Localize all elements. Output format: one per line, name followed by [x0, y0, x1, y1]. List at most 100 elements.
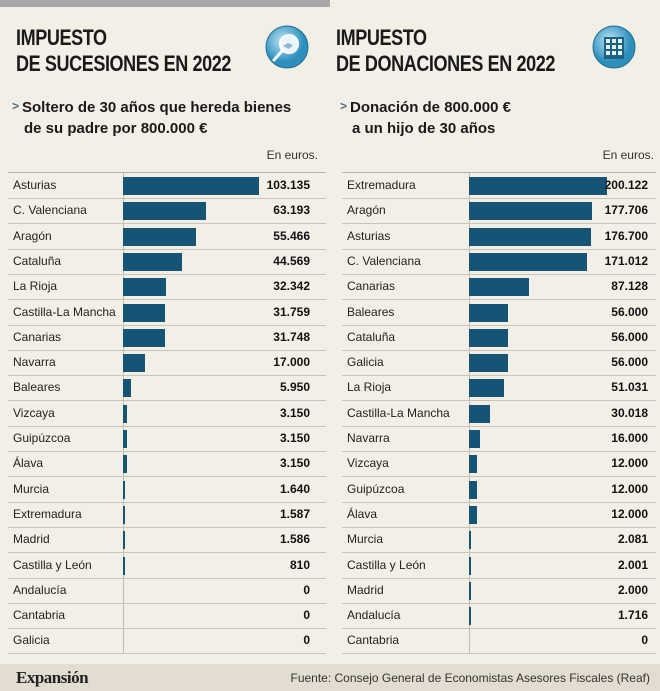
region-label: Baleares: [13, 380, 61, 395]
bar: [469, 227, 591, 246]
table-row: Castilla-La Mancha 31.759: [8, 300, 326, 326]
value-label: 1.716: [617, 608, 648, 623]
sucesiones-subtitle: > Soltero de 30 años que hereda bienes de…: [12, 96, 291, 139]
region-label: Vizcaya: [13, 405, 55, 420]
table-row: Vizcaya 12.000: [342, 451, 656, 478]
region-label: Murcia: [347, 532, 384, 547]
value-label: 12.000: [611, 481, 648, 496]
region-label: Álava: [13, 456, 44, 471]
bar: [123, 531, 126, 550]
bar: [469, 354, 508, 373]
table-row: C. Valenciana 63.193: [8, 198, 326, 225]
value-label: 0: [303, 582, 310, 597]
region-label: Navarra: [347, 431, 390, 445]
chevron-right-icon: >: [340, 99, 348, 113]
bar: [123, 505, 126, 524]
bar: [123, 328, 165, 347]
value-label: 12.000: [611, 506, 648, 521]
donaciones-unit-label: En euros.: [602, 148, 654, 162]
sucesiones-title-line-1: IMPUESTO: [16, 25, 107, 50]
value-label: 1.586: [279, 532, 310, 547]
building-icon: [592, 25, 636, 69]
table-row: Aragón 55.466: [8, 224, 326, 250]
table-row: Aragón 177.706: [342, 198, 656, 225]
region-label: Guipúzcoa: [13, 431, 71, 445]
sucesiones-title-line-2: DE SUCESIONES EN 2022: [16, 51, 231, 76]
value-label: 12.000: [611, 456, 648, 471]
region-label: C. Valenciana: [347, 253, 421, 268]
region-label: Cantabria: [13, 608, 66, 623]
value-label: 171.012: [604, 253, 648, 268]
bar: [469, 581, 471, 600]
region-label: Castilla y León: [347, 557, 426, 572]
value-label: 5.950: [279, 380, 310, 395]
bar: [469, 328, 508, 347]
bar: [123, 252, 182, 271]
value-label: 3.150: [279, 431, 310, 445]
value-label: 176.700: [604, 228, 648, 243]
value-label: 30.018: [611, 405, 648, 420]
value-label: 0: [303, 633, 310, 648]
table-row: Guipúzcoa 12.000: [342, 477, 656, 503]
brand-logo: Expansión: [16, 668, 89, 687]
value-label: 0: [303, 608, 310, 623]
sucesiones-subtitle-line-1: Soltero de 30 años que hereda bienes: [22, 99, 292, 116]
bar: [469, 379, 505, 398]
table-row: Castilla-La Mancha 30.018: [342, 401, 656, 427]
region-label: Galicia: [347, 355, 384, 370]
bar: [469, 430, 481, 448]
value-label: 32.342: [273, 279, 310, 294]
table-row: Madrid 1.586: [8, 527, 326, 554]
bar: [123, 556, 125, 575]
sucesiones-title: IMPUESTO DE SUCESIONES EN 2022: [16, 25, 231, 77]
value-label: 2.081: [617, 532, 648, 547]
region-label: Extremadura: [13, 506, 82, 521]
region-label: Andalucía: [13, 582, 67, 597]
value-label: 56.000: [611, 329, 648, 344]
donaciones-subtitle-line-2: a un hijo de 30 años: [352, 120, 496, 137]
value-label: 17.000: [273, 355, 310, 370]
table-row: Cantabria 0: [342, 628, 656, 655]
table-row: Asturias 176.700: [342, 224, 656, 250]
region-label: Asturias: [347, 228, 391, 243]
bar: [469, 404, 490, 423]
donaciones-chart: Extremadura 200.122 Aragón 177.706 Asturias 1…: [342, 172, 656, 655]
top-accent-bar: [0, 0, 330, 7]
value-label: 51.031: [611, 380, 648, 395]
value-label: 3.150: [279, 456, 310, 471]
value-label: 55.466: [273, 228, 310, 243]
table-row: Andalucía 1.716: [342, 603, 656, 630]
region-label: Canarias: [347, 279, 396, 294]
bar: [123, 379, 131, 398]
region-label: Castilla-La Mancha: [13, 304, 116, 319]
value-label: 1.587: [279, 506, 310, 521]
table-row: Navarra 16.000: [342, 426, 656, 452]
table-row: La Rioja 32.342: [8, 274, 326, 301]
table-row: Álava 12.000: [342, 502, 656, 528]
value-label: 103.135: [266, 178, 310, 192]
region-label: Cataluña: [347, 329, 396, 344]
region-label: Canarias: [13, 329, 62, 344]
value-label: 16.000: [611, 431, 648, 445]
region-label: Andalucía: [347, 608, 401, 623]
region-label: Extremadura: [347, 178, 416, 192]
table-row: Cantabria 0: [8, 603, 326, 630]
bar: [469, 505, 478, 524]
table-row: Andalucía 0: [8, 578, 326, 604]
region-label: C. Valenciana: [13, 203, 87, 218]
sucesiones-chart: Asturias 103.135 C. Valenciana 63.193 Aragón…: [8, 172, 326, 655]
region-label: Baleares: [347, 304, 395, 319]
region-label: La Rioja: [13, 279, 58, 294]
value-label: 177.706: [604, 203, 648, 218]
table-row: Navarra 17.000: [8, 350, 326, 377]
footer: Expansión Fuente: Consejo General de Eco…: [0, 664, 660, 691]
bar: [469, 202, 592, 221]
table-row: Cataluña 56.000: [342, 325, 656, 351]
table-row: Galicia 56.000: [342, 350, 656, 377]
region-label: Madrid: [13, 532, 50, 547]
bar: [469, 455, 478, 474]
handshake-magnifier-icon: [265, 25, 309, 69]
region-label: Cantabria: [347, 633, 400, 648]
value-label: 44.569: [273, 253, 310, 268]
region-label: Galicia: [13, 633, 50, 648]
